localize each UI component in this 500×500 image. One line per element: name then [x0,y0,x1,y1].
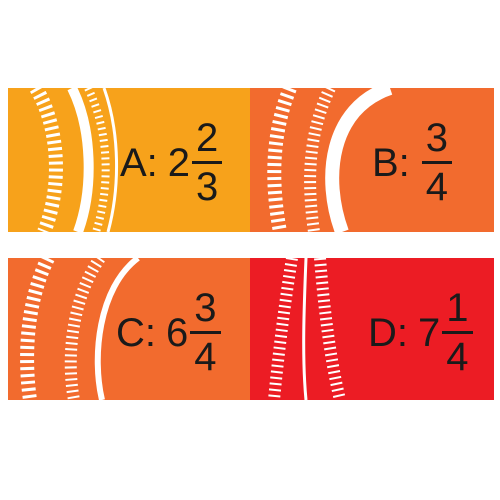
answer-card-d[interactable]: D: 7 1 4 [250,258,494,400]
fraction-bar [192,161,223,164]
answer-card-b[interactable]: B: 3 4 [250,88,494,232]
denominator: 4 [194,335,217,379]
fraction: 3 4 [190,286,221,379]
answer-letter: B: [372,140,410,185]
fraction: 3 4 [421,116,453,209]
fraction: 1 4 [442,286,473,379]
answer-card-c[interactable]: C: 6 3 4 [8,258,250,400]
fraction-bar [190,331,221,334]
numerator: 1 [446,286,469,330]
fraction-bar [421,161,453,164]
numerator: 3 [425,116,449,160]
tire-track-background [8,88,250,232]
fraction: 2 3 [192,116,223,209]
numerator: 3 [194,286,217,330]
answer-letter: D: [368,310,408,355]
whole-number: 2 [167,140,191,185]
fraction-bar [442,331,473,334]
denominator: 4 [446,335,469,379]
denominator: 3 [196,165,219,209]
numerator: 2 [196,116,219,160]
answer-card-a[interactable]: A: 2 2 3 [8,88,250,232]
whole-number: 6 [166,310,189,355]
tire-track-background [250,88,494,232]
tire-track-background [8,258,250,400]
denominator: 4 [425,165,449,209]
answer-a: A: 2 2 3 [120,116,223,209]
answer-b: B: 3 4 [372,116,453,209]
answer-c: C: 6 3 4 [116,286,221,379]
answer-d: D: 7 1 4 [368,286,473,379]
whole-number: 7 [418,310,441,355]
answer-letter: C: [116,310,156,355]
tire-track-background [250,258,494,400]
answer-letter: A: [120,140,158,185]
